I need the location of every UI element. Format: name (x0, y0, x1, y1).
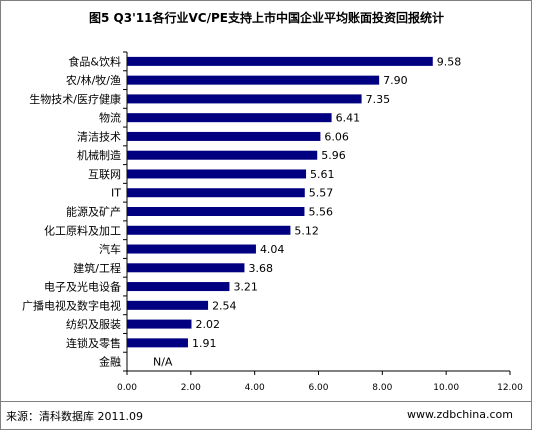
bar (127, 225, 291, 235)
value-label: 2.54 (212, 299, 237, 312)
bar (127, 263, 245, 273)
value-label: 5.61 (310, 168, 335, 181)
bar (127, 244, 256, 254)
value-label: 4.04 (260, 243, 285, 256)
value-label: 5.57 (309, 187, 334, 200)
category-label: 连锁及零售 (66, 336, 121, 350)
value-label: 2.02 (195, 318, 220, 331)
x-tick-label: 8.00 (372, 383, 392, 393)
category-label: 汽车 (99, 242, 121, 256)
value-label: 3.21 (233, 281, 258, 294)
bar (127, 131, 321, 141)
bar (127, 94, 362, 104)
category-label: 化工原料及加工 (44, 223, 121, 237)
value-label: 7.90 (383, 74, 408, 87)
bar (127, 56, 433, 66)
category-label: 物流 (99, 111, 121, 125)
value-label: 7.35 (366, 93, 391, 106)
category-label: 能源及矿产 (66, 205, 121, 219)
category-label: 纺织及服装 (66, 317, 121, 331)
value-label: 6.06 (324, 130, 349, 143)
bar (127, 113, 332, 123)
bar (127, 300, 209, 310)
x-tick-label: 12.00 (497, 383, 523, 393)
category-label: 互联网 (88, 168, 121, 181)
category-label: 电子及光电设备 (44, 280, 121, 294)
chart-title: 图5 Q3'11各行业VC/PE支持上市中国企业平均账面投资回报统计 (89, 11, 444, 25)
x-tick-label: 2.00 (181, 383, 201, 393)
category-label: 清洁技术 (77, 130, 121, 143)
category-label: 食品&饮料 (68, 54, 121, 68)
category-label: 生物技术/医疗健康 (29, 92, 121, 106)
category-label: 农/林/牧/渔 (66, 73, 121, 87)
x-tick-label: 4.00 (245, 383, 265, 393)
bar (127, 282, 230, 292)
category-label: 金融 (99, 355, 121, 369)
bar-chart: 0.00 2.00 4.00 6.00 8.00 10.00 12.00 食品&饮料 9.58 农… (22, 51, 523, 393)
bar (127, 75, 380, 85)
bar (127, 150, 318, 160)
bar (127, 169, 307, 179)
value-label: 9.58 (437, 55, 462, 68)
x-tick-label: 10.00 (433, 383, 459, 393)
category-label: 广播电视及数字电视 (22, 298, 121, 312)
category-label: 机械制造 (77, 148, 121, 162)
bar (127, 338, 188, 348)
value-label: 1.91 (192, 337, 217, 350)
bar (127, 207, 305, 216)
category-label: 建筑/工程 (73, 261, 121, 275)
value-label: 6.41 (336, 112, 361, 125)
footer-divider (1, 401, 531, 402)
value-label: 5.12 (294, 224, 319, 237)
source-note: 来源：清科数据库 2011.09 (6, 410, 143, 423)
value-label: 5.96 (321, 149, 346, 162)
category-label: IT (111, 187, 121, 200)
value-label: 3.68 (248, 262, 273, 275)
x-tick-label: 6.00 (308, 383, 328, 393)
website-note: www.zdbchina.com (407, 408, 513, 421)
value-label: N/A (153, 356, 173, 369)
bar (127, 319, 192, 329)
value-label: 5.56 (308, 206, 333, 219)
bar (127, 188, 305, 198)
x-tick-label: 0.00 (117, 383, 137, 393)
